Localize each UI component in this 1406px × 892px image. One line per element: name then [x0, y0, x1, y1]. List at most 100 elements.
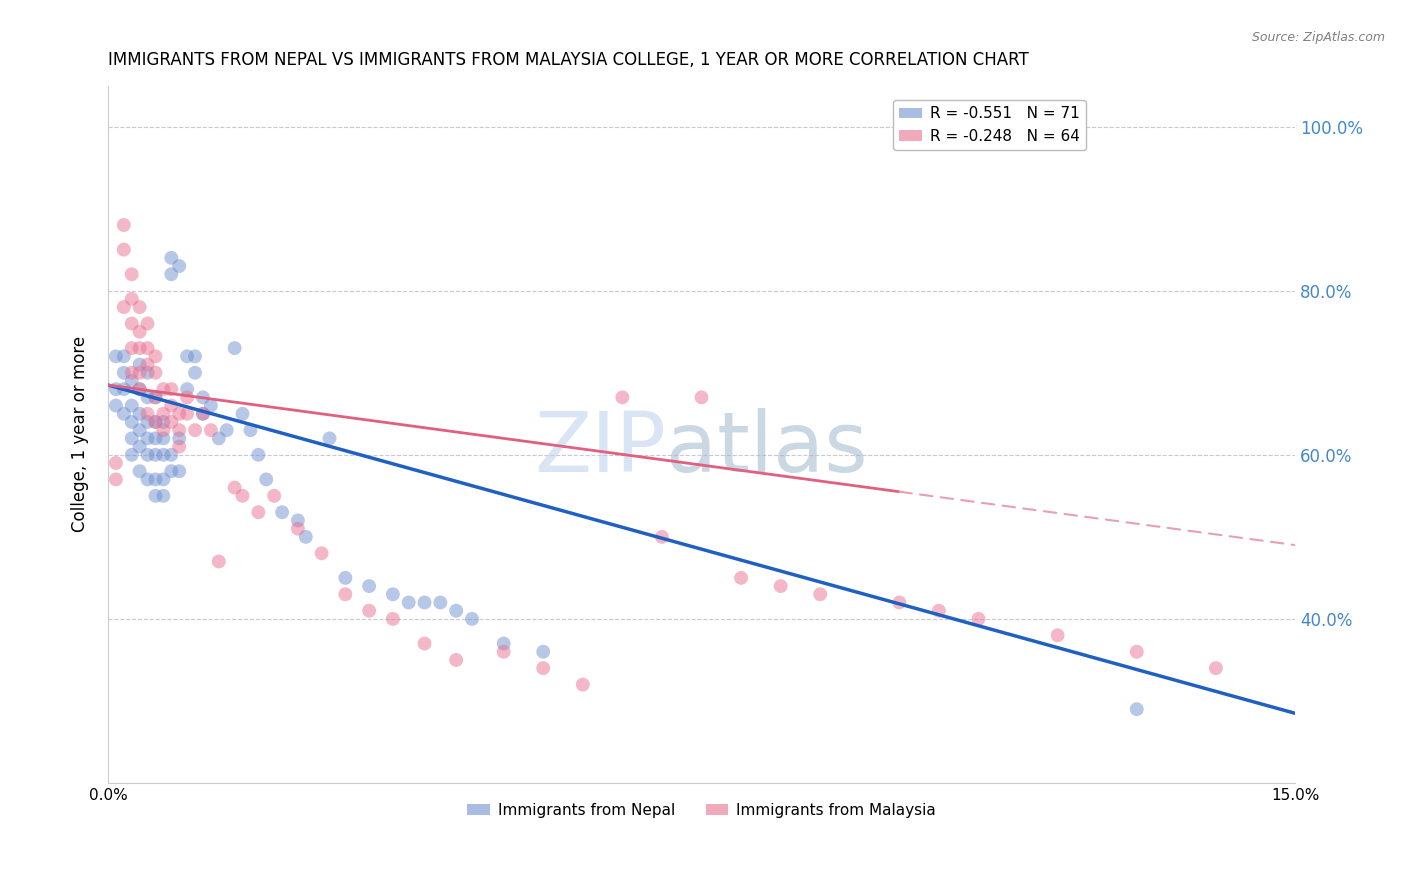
Point [612, 390, 634, 404]
Point [444, 653, 467, 667]
Point [461, 612, 484, 626]
Point [690, 390, 713, 404]
Point [1046, 628, 1069, 642]
Point [167, 431, 190, 445]
Point [224, 341, 246, 355]
Point [112, 407, 135, 421]
Point [121, 267, 143, 281]
Point [769, 579, 792, 593]
Point [429, 595, 451, 609]
Point [121, 415, 143, 429]
Point [398, 595, 420, 609]
Point [413, 595, 436, 609]
Point [176, 382, 198, 396]
Point [200, 399, 222, 413]
Point [224, 481, 246, 495]
Point [136, 431, 159, 445]
Point [152, 472, 174, 486]
Point [381, 587, 404, 601]
Point [121, 399, 143, 413]
Point [145, 390, 167, 404]
Point [231, 489, 253, 503]
Point [152, 423, 174, 437]
Point [808, 587, 831, 601]
Point [167, 407, 190, 421]
Point [167, 464, 190, 478]
Point [128, 325, 150, 339]
Point [359, 579, 381, 593]
Point [121, 431, 143, 445]
Point [254, 472, 277, 486]
Point [128, 366, 150, 380]
Point [112, 218, 135, 232]
Point [128, 407, 150, 421]
Point [152, 407, 174, 421]
Point [104, 382, 127, 396]
Y-axis label: College, 1 year or more: College, 1 year or more [72, 336, 89, 533]
Point [176, 407, 198, 421]
Point [112, 300, 135, 314]
Point [104, 472, 127, 486]
Point [145, 472, 167, 486]
Point [531, 645, 554, 659]
Point [531, 661, 554, 675]
Point [247, 505, 270, 519]
Text: Source: ZipAtlas.com: Source: ZipAtlas.com [1251, 31, 1385, 45]
Point [160, 448, 183, 462]
Point [145, 415, 167, 429]
Point [167, 440, 190, 454]
Point [121, 292, 143, 306]
Point [160, 267, 183, 281]
Point [136, 472, 159, 486]
Point [191, 407, 214, 421]
Point [128, 382, 150, 396]
Point [152, 448, 174, 462]
Point [191, 407, 214, 421]
Point [160, 382, 183, 396]
Point [492, 645, 515, 659]
Point [136, 366, 159, 380]
Point [167, 423, 190, 437]
Point [215, 423, 238, 437]
Point [145, 415, 167, 429]
Point [359, 604, 381, 618]
Point [889, 595, 911, 609]
Point [160, 251, 183, 265]
Text: atlas: atlas [666, 408, 868, 489]
Point [287, 513, 309, 527]
Point [263, 489, 285, 503]
Point [239, 423, 262, 437]
Point [1125, 645, 1147, 659]
Point [145, 448, 167, 462]
Point [160, 399, 183, 413]
Point [287, 522, 309, 536]
Point [247, 448, 270, 462]
Point [311, 546, 333, 560]
Point [928, 604, 950, 618]
Point [152, 489, 174, 503]
Point [104, 456, 127, 470]
Point [167, 259, 190, 273]
Point [651, 530, 673, 544]
Point [318, 431, 340, 445]
Point [492, 636, 515, 650]
Point [152, 431, 174, 445]
Point [208, 554, 231, 568]
Point [208, 431, 231, 445]
Point [128, 300, 150, 314]
Point [136, 317, 159, 331]
Text: IMMIGRANTS FROM NEPAL VS IMMIGRANTS FROM MALAYSIA COLLEGE, 1 YEAR OR MORE CORREL: IMMIGRANTS FROM NEPAL VS IMMIGRANTS FROM… [108, 51, 1029, 69]
Point [1125, 702, 1147, 716]
Point [136, 448, 159, 462]
Point [295, 530, 318, 544]
Point [136, 407, 159, 421]
Point [136, 390, 159, 404]
Point [184, 366, 207, 380]
Point [128, 358, 150, 372]
Point [112, 366, 135, 380]
Point [335, 587, 357, 601]
Point [335, 571, 357, 585]
Point [128, 464, 150, 478]
Point [176, 390, 198, 404]
Point [176, 349, 198, 363]
